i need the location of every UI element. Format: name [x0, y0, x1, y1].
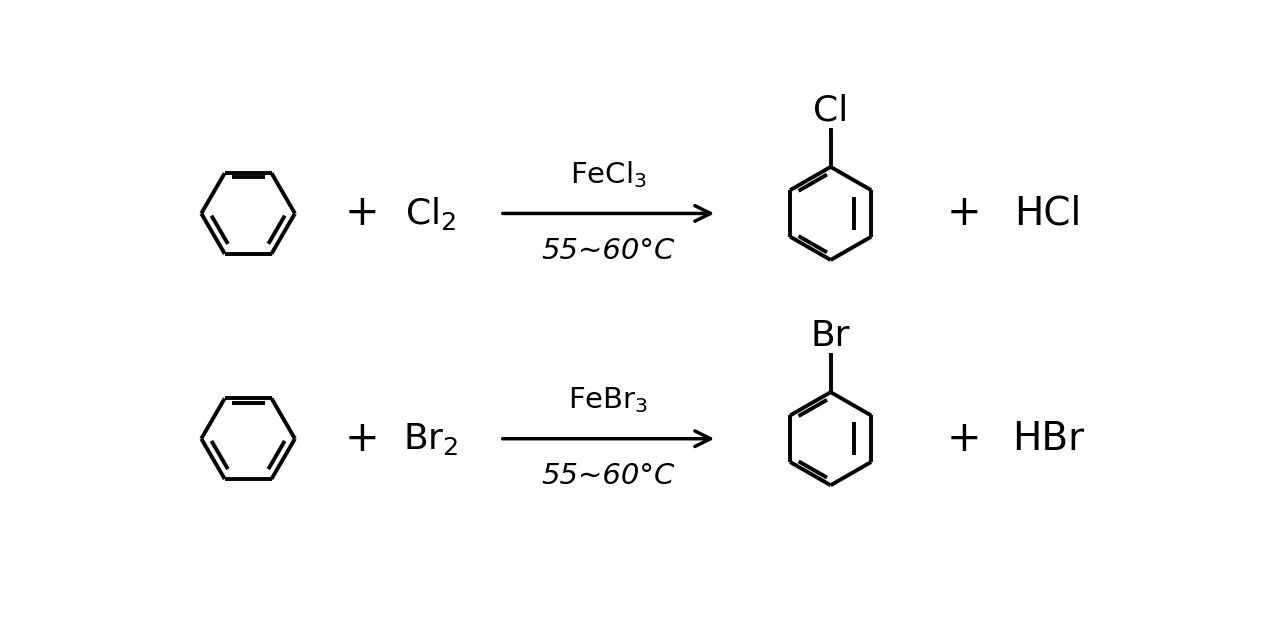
- Text: 55∼60°C: 55∼60°C: [541, 462, 675, 490]
- Text: Br$_2$: Br$_2$: [403, 420, 459, 457]
- Text: 55∼60°C: 55∼60°C: [541, 237, 675, 265]
- Text: FeBr$_3$: FeBr$_3$: [568, 385, 648, 415]
- Text: Cl: Cl: [813, 93, 848, 127]
- Text: FeCl$_3$: FeCl$_3$: [571, 159, 647, 190]
- Text: +: +: [344, 418, 380, 460]
- Text: HBr: HBr: [1012, 420, 1084, 458]
- Text: +: +: [344, 193, 380, 235]
- Text: Cl$_2$: Cl$_2$: [405, 195, 456, 232]
- Text: Br: Br: [810, 319, 851, 352]
- Text: +: +: [947, 418, 981, 460]
- Text: +: +: [947, 193, 981, 235]
- Text: HCl: HCl: [1014, 195, 1082, 232]
